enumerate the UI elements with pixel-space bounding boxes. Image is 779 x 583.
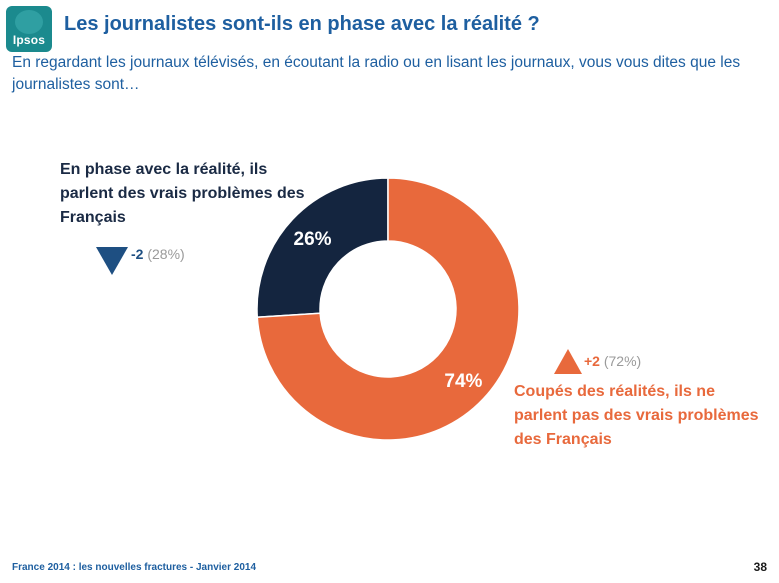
delta-disconnected: +2 (72%) [584, 353, 641, 369]
change-value: +2 [584, 353, 600, 369]
logo-text: Ipsos [12, 33, 46, 47]
trend-down-icon [96, 247, 128, 275]
previous-value: (72%) [603, 353, 642, 369]
question-text: En regardant les journaux télévisés, en … [12, 54, 741, 93]
donut-slice-1 [256, 177, 520, 441]
donut-slice-0 [256, 177, 389, 319]
ipsos-logo: Ipsos [6, 6, 52, 52]
footer-source: France 2014 : les nouvelles fractures - … [12, 562, 257, 573]
legend-label-in-phase: En phase avec la réalité, ils parlent de… [60, 161, 305, 226]
delta-in-phase: -2 (28%) [131, 246, 185, 262]
change-value: -2 [131, 246, 144, 262]
previous-value: (28%) [147, 246, 185, 262]
page-title: Les journalistes sont-ils en phase avec … [64, 13, 540, 35]
legend-label-disconnected: Coupés des réalités, ils ne parlent pas … [514, 383, 759, 448]
slice-value-label-1: 74% [444, 371, 482, 392]
logo-mark-icon [15, 10, 43, 34]
page-number: 38 [753, 560, 767, 574]
trend-up-icon [554, 349, 582, 374]
slice-value-label-0: 26% [294, 229, 332, 250]
